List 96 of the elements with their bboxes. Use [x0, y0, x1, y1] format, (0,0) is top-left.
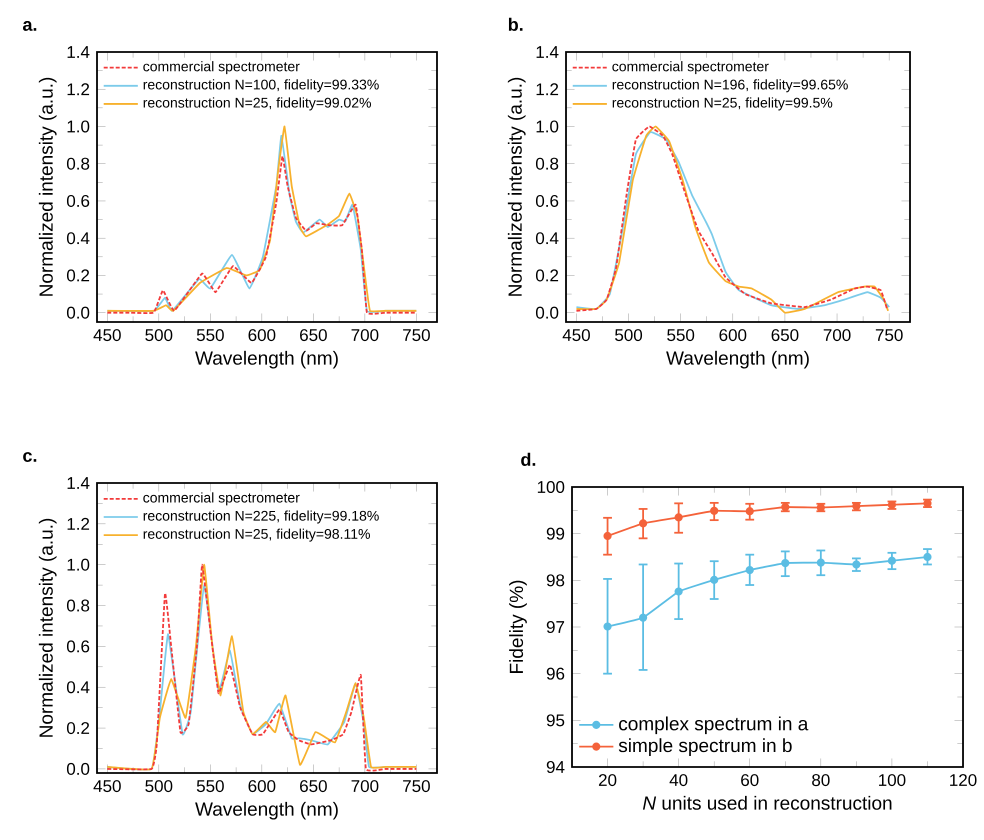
x-tick-label: 500 — [615, 329, 642, 342]
y-tick-label: 0.6 — [66, 194, 90, 207]
y-axis-title: Normalized intensity (a.u.) — [38, 78, 57, 296]
x-tick-label: 500 — [145, 780, 172, 792]
x-axis-title: Wavelength (nm) — [195, 802, 338, 820]
point — [710, 506, 718, 515]
point — [603, 532, 612, 540]
y-tick-label: 0.8 — [536, 158, 558, 170]
x-tick-label: 450 — [94, 329, 121, 342]
x-tick-label: 450 — [562, 329, 590, 342]
x-tick-label: 40 — [670, 774, 688, 786]
y-tick-label: 94 — [546, 760, 564, 774]
point — [923, 552, 932, 562]
y-tick-label: 99 — [546, 528, 564, 540]
legend-label: reconstruction N=25, fidelity=98.11% — [144, 528, 370, 542]
x-tick-label: 60 — [741, 774, 759, 786]
x-tick-label: 600 — [719, 329, 746, 342]
y-tick-label: 0.8 — [66, 600, 90, 612]
legend-label: reconstruction N=25, fidelity=99.5% — [612, 97, 832, 110]
y-tick-label: 0.6 — [66, 640, 90, 652]
x-tick-label: 750 — [403, 780, 430, 792]
y-tick-label: 0.2 — [536, 269, 558, 282]
point — [852, 560, 860, 569]
y-tick-label: 98 — [546, 574, 564, 586]
y-tick-label: 0.4 — [66, 232, 90, 244]
x-tick-label: 600 — [248, 329, 276, 342]
y-tick-label: 0.4 — [536, 232, 558, 244]
chart-title: c. — [23, 452, 36, 462]
y-tick-label: 1.4 — [68, 477, 90, 489]
x-tick-label: 80 — [812, 774, 830, 786]
x-axis-title: Wavelength (nm) — [666, 350, 809, 369]
chart-title: a. — [23, 21, 36, 31]
point — [710, 576, 718, 584]
y-axis-title: Normalized intensity (a.u.) — [38, 518, 57, 737]
y-tick-label: 0.6 — [536, 194, 558, 207]
y-tick-label: 1.2 — [68, 518, 90, 530]
point — [603, 622, 612, 631]
point — [674, 587, 683, 596]
y-tick-label: 0.2 — [66, 722, 90, 734]
x-axis-title: N units used in reconstruction — [642, 796, 892, 810]
x-tick-label: 650 — [300, 329, 327, 342]
y-tick-label: 0.2 — [66, 269, 90, 282]
y-tick-label: 0.0 — [66, 762, 90, 775]
x-tick-label: 700 — [824, 329, 851, 342]
y-tick-label: 0.0 — [66, 306, 90, 319]
y-tick-label: 0.8 — [66, 158, 90, 170]
y-tick-label: 1.4 — [68, 46, 90, 58]
x-tick-label: 500 — [145, 329, 172, 342]
y-tick-label: 1.0 — [68, 558, 90, 571]
x-axis-title: Wavelength (nm) — [195, 350, 338, 369]
y-tick-label: 95 — [546, 714, 564, 726]
legend-label: simple spectrum in b — [618, 738, 792, 756]
x-tick-label: 700 — [352, 329, 378, 342]
legend-label: reconstruction N=225, fidelity=99.18% — [144, 510, 379, 524]
x-tick-label: 550 — [196, 780, 224, 792]
x-tick-label: 100 — [879, 774, 906, 786]
point — [816, 558, 825, 567]
legend-label: commercial spectrometer — [143, 492, 300, 506]
x-tick-label: 750 — [876, 329, 903, 342]
y-tick-label: 1.0 — [536, 120, 558, 132]
point — [746, 507, 754, 516]
x-tick-label: 550 — [196, 329, 224, 342]
y-tick-label: 1.2 — [68, 83, 90, 96]
y-tick-label: 0.0 — [536, 306, 558, 319]
x-tick-label: 450 — [94, 780, 121, 792]
y-tick-label: 1.2 — [536, 83, 558, 96]
y-tick-label: 100 — [538, 481, 564, 494]
point — [746, 566, 754, 574]
chart-title: d. — [521, 452, 536, 466]
x-tick-label: 20 — [598, 774, 616, 786]
y-tick-label: 1.4 — [536, 46, 558, 58]
x-tick-label: 750 — [403, 329, 430, 342]
chart-title: b. — [508, 18, 522, 31]
legend-label: complex spectrum in a — [619, 716, 808, 734]
point — [639, 614, 648, 622]
legend-label: reconstruction N=100, fidelity=99.33% — [144, 79, 379, 92]
legend-label: reconstruction N=196, fidelity=99.65% — [612, 79, 848, 92]
x-tick-label: 650 — [300, 780, 327, 792]
y-axis-title: Fidelity (%) — [509, 580, 527, 673]
point — [781, 558, 790, 568]
legend-label: reconstruction N=25, fidelity=99.02% — [144, 97, 372, 110]
x-tick-label: 550 — [667, 329, 694, 342]
x-tick-label: 120 — [950, 774, 977, 786]
y-tick-label: 0.4 — [66, 681, 90, 694]
y-tick-label: 96 — [546, 668, 564, 680]
point — [674, 513, 683, 522]
y-tick-label: 1.0 — [68, 120, 90, 132]
x-tick-label: 700 — [352, 780, 378, 792]
point — [888, 556, 896, 565]
legend-label: commercial spectrometer — [143, 61, 300, 74]
legend-label: commercial spectrometer — [612, 61, 769, 74]
y-tick-label: 97 — [546, 621, 564, 634]
x-tick-label: 650 — [772, 329, 798, 342]
y-axis-title: Normalized intensity (a.u.) — [508, 78, 526, 296]
x-tick-label: 600 — [248, 780, 276, 792]
point — [639, 519, 648, 528]
